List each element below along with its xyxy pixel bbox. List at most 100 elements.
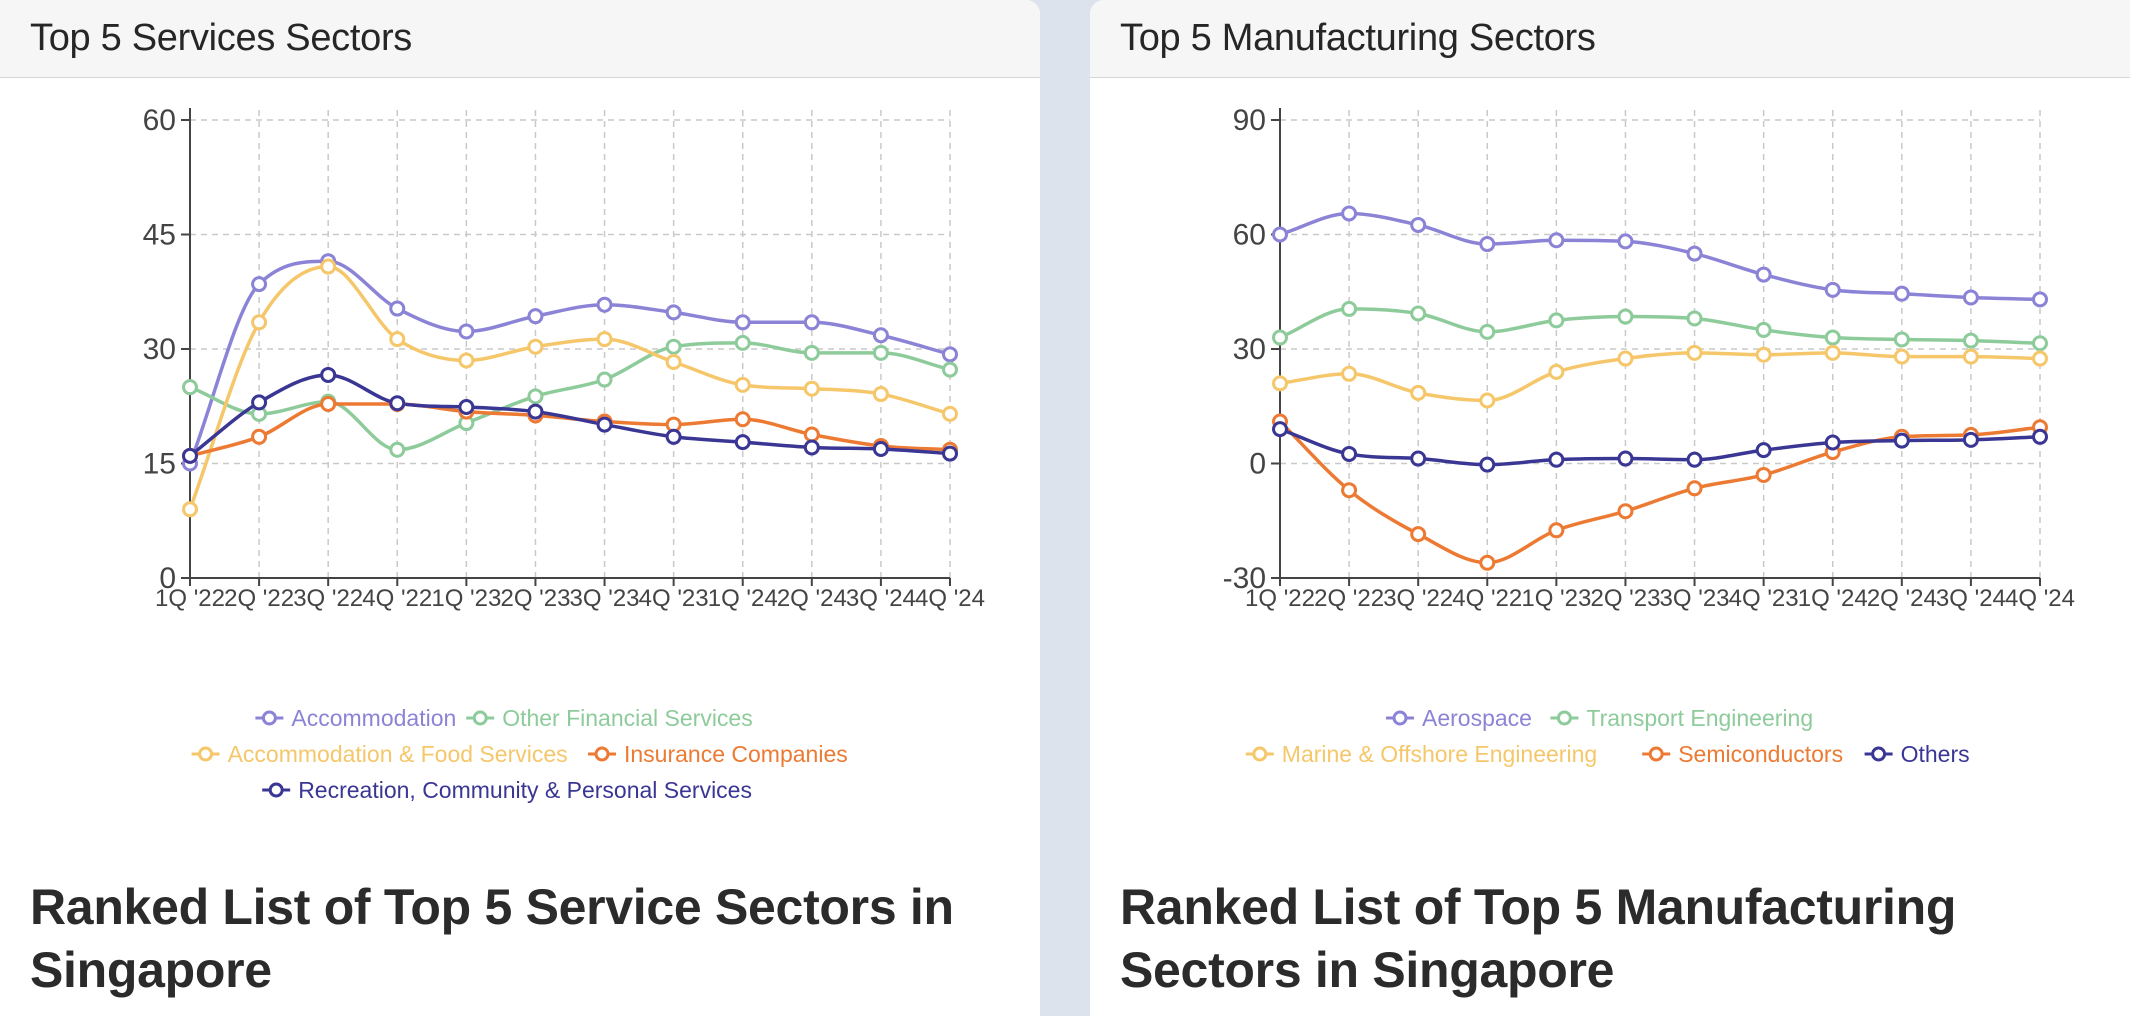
services-point-accommodation — [665, 304, 682, 321]
services-point-other-financial-services — [665, 338, 682, 355]
manufacturing-point-marine-offshore-engineering — [1410, 384, 1427, 401]
legend-label: Transport Engineering — [1586, 705, 1813, 731]
manufacturing-point-transport-engineering — [1341, 300, 1358, 317]
legend-label: Accommodation & Food Services — [228, 741, 568, 767]
legend-label: Recreation, Community & Personal Service… — [298, 777, 752, 803]
legend-label: Insurance Companies — [624, 741, 848, 767]
services-point-accommodation-food-services — [251, 314, 268, 331]
manufacturing-x-tick-label: 4Q '22 — [1452, 585, 1522, 612]
manufacturing-legend-item-aerospace: Aerospace — [1386, 705, 1532, 731]
manufacturing-legend-item-others: Others — [1864, 741, 1970, 767]
manufacturing-x-tick-label: 1Q '24 — [1798, 585, 1868, 612]
services-x-tick-label: 4Q '23 — [639, 585, 709, 612]
manufacturing-point-transport-engineering — [1824, 329, 1841, 346]
services-x-tick-label: 1Q '23 — [431, 585, 501, 612]
manufacturing-point-aerospace — [1272, 226, 1288, 243]
manufacturing-point-others — [1410, 450, 1427, 467]
legend-label: Other Financial Services — [502, 705, 753, 731]
manufacturing-point-aerospace — [1548, 232, 1565, 249]
manufacturing-x-tick-label: 3Q '22 — [1383, 585, 1453, 612]
manufacturing-grid — [1280, 110, 2041, 579]
services-point-insurance-companies — [803, 426, 820, 443]
manufacturing-x-tick-label: 3Q '24 — [1936, 585, 2006, 612]
services-series-line-other-financial-services — [189, 341, 951, 452]
legend-swatch-marker — [1392, 710, 1408, 726]
manufacturing-panel-header: Top 5 Manufacturing Sectors — [1090, 0, 2130, 78]
services-point-accommodation — [527, 308, 544, 325]
services-point-insurance-companies — [251, 428, 268, 445]
services-point-recreation-community-personal-services — [734, 434, 751, 451]
manufacturing-point-others — [1272, 421, 1288, 438]
services-point-accommodation-food-services — [527, 338, 544, 355]
manufacturing-series-line-aerospace — [1279, 211, 2041, 302]
legend-label: Aerospace — [1422, 705, 1532, 731]
services-point-accommodation-food-services — [872, 386, 889, 403]
manufacturing-point-aerospace — [1686, 245, 1703, 262]
manufacturing-point-transport-engineering — [1410, 305, 1427, 322]
services-x-tick-label: 3Q '24 — [846, 585, 916, 612]
services-chart-title: Top 5 Services Sectors — [30, 17, 413, 59]
legend-swatch-marker — [198, 746, 214, 762]
services-panel-header: Top 5 Services Sectors — [0, 0, 1040, 78]
manufacturing-point-transport-engineering — [1686, 310, 1703, 327]
manufacturing-series-aerospace — [1279, 211, 2041, 302]
services-point-recreation-community-personal-services — [665, 428, 682, 445]
manufacturing-point-aerospace — [1479, 236, 1496, 253]
manufacturing-point-marine-offshore-engineering — [1479, 392, 1496, 409]
services-x-tick-label: 2Q '24 — [777, 585, 847, 612]
manufacturing-point-transport-engineering — [1893, 331, 1910, 348]
services-legend-item-recreation-community-personal-services: Recreation, Community & Personal Service… — [262, 777, 752, 803]
manufacturing-point-marine-offshore-engineering — [2032, 350, 2048, 367]
manufacturing-point-others — [1686, 451, 1703, 468]
services-point-recreation-community-personal-services — [251, 394, 268, 411]
legend-label: Marine & Offshore Engineering — [1282, 741, 1597, 767]
services-point-accommodation-food-services — [942, 405, 958, 422]
services-point-accommodation — [872, 327, 889, 344]
legend-swatch-marker — [472, 710, 488, 726]
services-legend: Accommodation Other Financial Services Acc… — [191, 705, 848, 803]
manufacturing-series-semiconductors — [1278, 420, 2041, 565]
manufacturing-x-tick-label: 4Q '24 — [2005, 585, 2075, 612]
manufacturing-y-tick-label: 30 — [1233, 333, 1266, 366]
manufacturing-chart-title: Top 5 Manufacturing Sectors — [1120, 17, 1596, 59]
manufacturing-ranked-list-heading: Ranked List of Top 5 Manufacturing Secto… — [1120, 879, 1957, 998]
manufacturing-point-transport-engineering — [1479, 323, 1496, 340]
manufacturing-panel: Top 5 Manufacturing Sectors -30 0 30 60 90 1Q… — [1090, 0, 2130, 1016]
services-x-tick-label: 4Q '22 — [362, 585, 432, 612]
services-grid — [190, 110, 951, 579]
services-point-accommodation-food-services — [734, 376, 751, 393]
services-point-accommodation-food-services — [803, 380, 820, 397]
manufacturing-point-marine-offshore-engineering — [1686, 344, 1703, 361]
services-point-other-financial-services — [942, 361, 958, 378]
services-point-recreation-community-personal-services — [458, 399, 475, 416]
services-x-tick-label: 2Q '23 — [500, 585, 570, 612]
services-series-accommodation — [188, 259, 951, 465]
legend-swatch-marker — [268, 782, 284, 798]
services-panel: Top 5 Services Sectors 0 15 30 45 60 1Q '22 2Q… — [0, 0, 1040, 1016]
manufacturing-point-aerospace — [1755, 266, 1772, 283]
manufacturing-point-others — [1617, 450, 1634, 467]
services-point-accommodation — [389, 300, 406, 317]
services-point-other-financial-services — [803, 344, 820, 361]
manufacturing-point-marine-offshore-engineering — [1755, 346, 1772, 363]
services-x-tick-label: 1Q '22 — [155, 585, 225, 612]
manufacturing-series-line-marine-offshore-engineering — [1279, 351, 2041, 403]
services-point-insurance-companies — [734, 411, 751, 428]
services-point-other-financial-services — [389, 441, 406, 458]
manufacturing-point-others — [1824, 434, 1841, 451]
manufacturing-point-transport-engineering — [1755, 321, 1772, 338]
legend-swatch-marker — [1556, 710, 1572, 726]
manufacturing-y-tick-label: 0 — [1249, 448, 1266, 481]
manufacturing-y-tick-label: 90 — [1233, 104, 1266, 137]
services-point-recreation-community-personal-services — [320, 366, 337, 383]
services-point-other-financial-services — [596, 371, 613, 388]
manufacturing-y-tick-label: 60 — [1233, 219, 1266, 252]
services-point-recreation-community-personal-services — [596, 416, 613, 433]
manufacturing-point-aerospace — [1341, 205, 1358, 222]
services-x-tick-label: 1Q '24 — [708, 585, 778, 612]
services-legend-item-accommodation: Accommodation — [255, 705, 456, 731]
manufacturing-legend-item-semiconductors: Semiconductors — [1642, 741, 1843, 767]
manufacturing-point-aerospace — [2032, 291, 2048, 308]
manufacturing-point-aerospace — [1410, 216, 1427, 233]
services-point-recreation-community-personal-services — [389, 395, 406, 412]
